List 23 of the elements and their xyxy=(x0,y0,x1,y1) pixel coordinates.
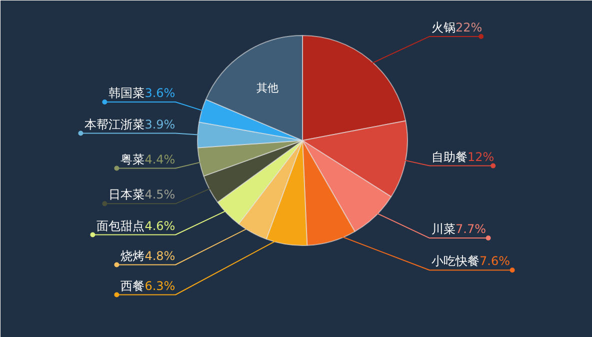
slice-label: 日本菜 xyxy=(108,188,145,202)
slice-label: 自助餐 xyxy=(432,150,468,164)
slice-label: 小吃快餐 xyxy=(432,254,480,268)
data-label: 7.6% xyxy=(480,254,510,268)
data-label: 7.7% xyxy=(456,222,486,236)
slice-label: 烧烤 xyxy=(120,248,145,263)
slice-label: 韩国菜 xyxy=(108,86,145,100)
data-label: 4.5% xyxy=(144,188,176,202)
data-label: 4.4% xyxy=(144,152,176,166)
slice-label: 其他 xyxy=(256,81,279,94)
data-label: 3.9% xyxy=(144,117,176,132)
slice-label: 西餐 xyxy=(120,278,145,293)
slice-label: 火锅 xyxy=(432,20,456,34)
data-label: 3.6% xyxy=(144,86,176,100)
slice-label: 面包甜点 xyxy=(96,218,145,233)
data-label: 6.3% xyxy=(144,278,176,293)
slice-label: 粤菜 xyxy=(120,152,145,166)
data-label: 12% xyxy=(468,150,494,164)
slice-label: 本帮江浙菜 xyxy=(84,117,145,132)
data-label: 4.8% xyxy=(144,248,176,263)
slice-label: 川菜 xyxy=(432,222,456,236)
data-label: 4.6% xyxy=(144,218,176,233)
data-label: 22% xyxy=(456,20,482,34)
